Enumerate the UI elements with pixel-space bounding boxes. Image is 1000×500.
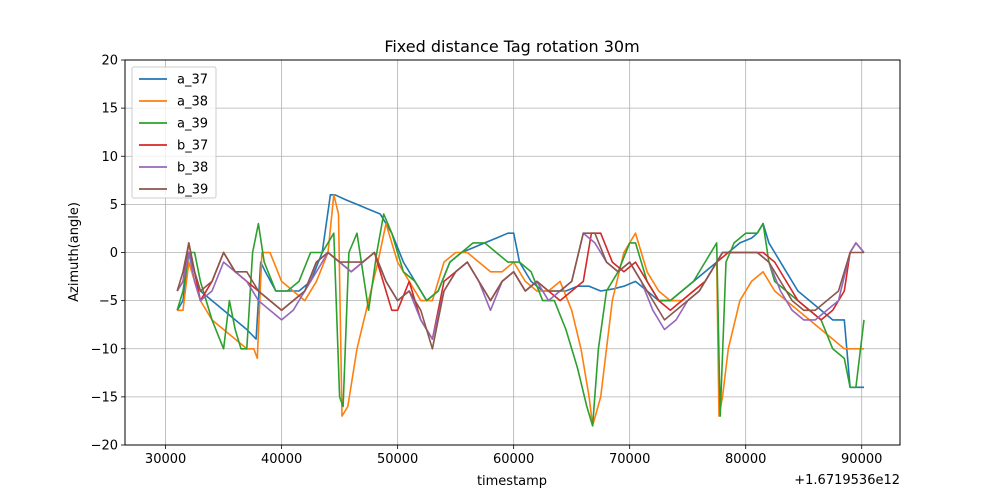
y-tick-label: −5 bbox=[99, 294, 118, 309]
series-line-a-39 bbox=[176, 213, 865, 427]
legend-label-a-39: a_39 bbox=[177, 117, 208, 132]
x-tick-label: 50000 bbox=[377, 452, 418, 467]
x-tick-label: 60000 bbox=[493, 452, 534, 467]
x-tick-label: 70000 bbox=[609, 452, 650, 467]
y-tick-label: 5 bbox=[110, 198, 118, 213]
x-tick-label: 90000 bbox=[841, 452, 882, 467]
legend-label-b-39: b_39 bbox=[177, 183, 208, 198]
x-tick-label: 30000 bbox=[145, 452, 186, 467]
axis-ticks: 30000 40000 50000 60000 70000 80000 90000 −20 −1… bbox=[91, 54, 883, 468]
legend-label-b-38: b_38 bbox=[177, 161, 208, 176]
legend: a_37 a_38 a_39 b_37 b_38 b_39 bbox=[131, 66, 217, 199]
series-line-a-38 bbox=[177, 194, 864, 427]
y-tick-label: 20 bbox=[101, 54, 118, 69]
legend-label-a-37: a_37 bbox=[177, 73, 208, 88]
legend-label-b-37: b_37 bbox=[177, 139, 208, 154]
y-tick-label: −15 bbox=[91, 390, 118, 405]
y-tick-label: 15 bbox=[101, 102, 118, 117]
y-tick-label: 10 bbox=[101, 150, 118, 165]
x-tick-label: 80000 bbox=[725, 452, 766, 467]
x-offset-label: +1.6719536e12 bbox=[794, 473, 900, 488]
legend-box bbox=[131, 66, 217, 199]
series-lines bbox=[176, 194, 865, 427]
y-tick-label: −10 bbox=[91, 342, 118, 357]
chart-title: Fixed distance Tag rotation 30m bbox=[384, 37, 639, 56]
y-axis-label: Azimuth(angle) bbox=[67, 202, 82, 302]
legend-label-a-38: a_38 bbox=[177, 95, 208, 110]
x-tick-label: 40000 bbox=[261, 452, 302, 467]
x-axis-label: timestamp bbox=[477, 474, 547, 489]
y-tick-label: 0 bbox=[110, 246, 118, 261]
y-tick-label: −20 bbox=[91, 439, 118, 454]
series-line-b-39 bbox=[176, 232, 864, 350]
